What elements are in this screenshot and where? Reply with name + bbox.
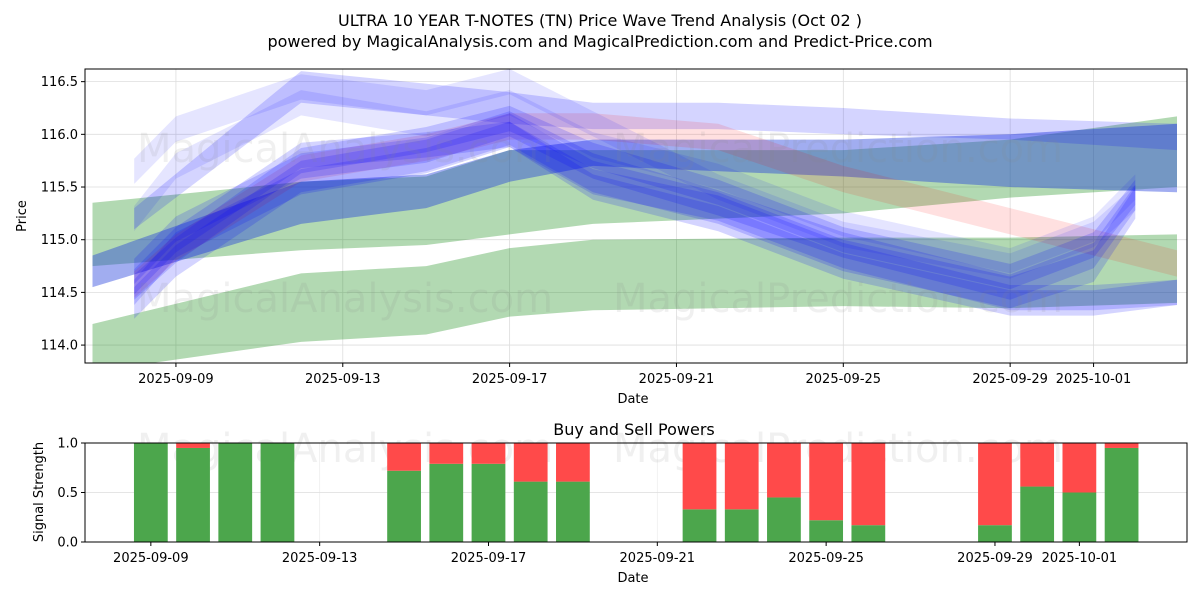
blue-trend-band [92, 123, 1177, 288]
sell-bar [1062, 443, 1097, 493]
price-band-group [92, 69, 1178, 363]
buy-bar [682, 509, 717, 542]
signal-title: Buy and Sell Powers [553, 420, 715, 439]
buy-bar [471, 463, 506, 542]
y-tick-label: 1.0 [57, 437, 78, 452]
blue-top-band [134, 71, 1178, 230]
price-axes-frame [84, 68, 1188, 364]
red-wave-band [134, 113, 1178, 298]
x-tick-label: 2025-09-25 [788, 551, 864, 566]
y-tick-label: 0.5 [57, 486, 78, 501]
x-tick-label: 2025-09-13 [282, 551, 358, 566]
watermark: MagicalPrediction.com [613, 126, 1063, 172]
price-ticks: 2025-09-09 2025-09-13 2025-09-17 2025-09-21… [41, 75, 1132, 387]
buy-bar [724, 509, 759, 542]
blue-wave-7-band [134, 121, 1178, 316]
signal-ylabel: Signal Strength [32, 442, 47, 542]
signal-bars [133, 443, 1139, 542]
green-lower-band [92, 234, 1177, 363]
sell-bar [429, 443, 464, 464]
x-tick-label: 2025-09-21 [639, 372, 715, 387]
signal-ticks: 2025-09-09 2025-09-13 2025-09-17 2025-09-21… [57, 437, 1117, 567]
y-tick-label: 114.5 [41, 286, 78, 301]
buy-bar [978, 525, 1012, 542]
x-tick-label: 2025-09-21 [620, 551, 696, 566]
price-grid [85, 69, 1187, 363]
watermark: MagicalPrediction.com [613, 276, 1063, 322]
x-tick-label: 2025-10-01 [1056, 372, 1132, 387]
buy-bar [429, 463, 464, 542]
watermark: MagicalAnalysis.com [137, 126, 553, 172]
blue-wave-6-band [134, 121, 1178, 311]
sell-bar [1104, 443, 1139, 448]
sell-bar [682, 443, 717, 510]
blue-wave-3-band [134, 113, 1136, 319]
blue-wave-1-band [134, 105, 1136, 300]
x-tick-label: 2025-09-25 [806, 372, 882, 387]
buy-bar [767, 497, 801, 542]
x-tick-label: 2025-09-09 [113, 551, 189, 566]
y-tick-label: 0.0 [57, 536, 78, 551]
buy-bar [1104, 447, 1139, 542]
chart-subtitle: powered by MagicalAnalysis.com and Magic… [267, 32, 932, 51]
blue-wave-5-band [134, 69, 1136, 279]
buy-bar [133, 443, 168, 542]
buy-bar [556, 481, 590, 542]
sell-bar [809, 443, 844, 521]
sell-bar [851, 443, 886, 526]
buy-bar [1020, 486, 1055, 542]
y-tick-label: 116.5 [41, 75, 78, 90]
x-tick-label: 2025-09-17 [451, 551, 527, 566]
sell-bar [724, 443, 759, 510]
chart-title: ULTRA 10 YEAR T-NOTES (TN) Price Wave Tr… [338, 11, 862, 30]
sell-bar [387, 443, 421, 471]
sell-bar [176, 443, 210, 448]
signal-xlabel: Date [617, 571, 648, 586]
x-tick-label: 2025-09-09 [138, 372, 214, 387]
buy-bar [260, 443, 295, 542]
buy-bar [809, 520, 844, 542]
blue-wave-4-band [134, 90, 1136, 274]
watermark: MagicalAnalysis.com [137, 276, 553, 322]
sell-bar [556, 443, 590, 482]
sell-bar [1020, 443, 1055, 487]
y-tick-label: 114.0 [41, 339, 78, 354]
buy-bar [1062, 492, 1097, 542]
y-tick-label: 116.0 [41, 128, 78, 143]
price-bands [92, 69, 1178, 363]
y-tick-label: 115.5 [41, 181, 78, 196]
x-tick-label: 2025-09-13 [305, 372, 381, 387]
blue-wave-2-band [134, 111, 1136, 300]
sell-bar [471, 443, 506, 464]
x-tick-label: 2025-10-01 [1042, 551, 1118, 566]
x-tick-label: 2025-09-17 [472, 372, 548, 387]
x-tick-label: 2025-09-29 [972, 372, 1048, 387]
buy-bar [176, 447, 210, 542]
buy-bar [513, 481, 548, 542]
price-xlabel: Date [617, 392, 648, 407]
x-tick-label: 2025-09-29 [957, 551, 1033, 566]
y-tick-label: 115.0 [41, 233, 78, 248]
sell-bar [978, 443, 1012, 526]
green-upper-band [92, 116, 1177, 267]
sell-bar [767, 443, 801, 498]
buy-bar [218, 443, 253, 542]
buy-bar [851, 525, 886, 542]
sell-bar [513, 443, 548, 482]
buy-bar [387, 470, 421, 542]
price-ylabel: Price [15, 200, 30, 232]
